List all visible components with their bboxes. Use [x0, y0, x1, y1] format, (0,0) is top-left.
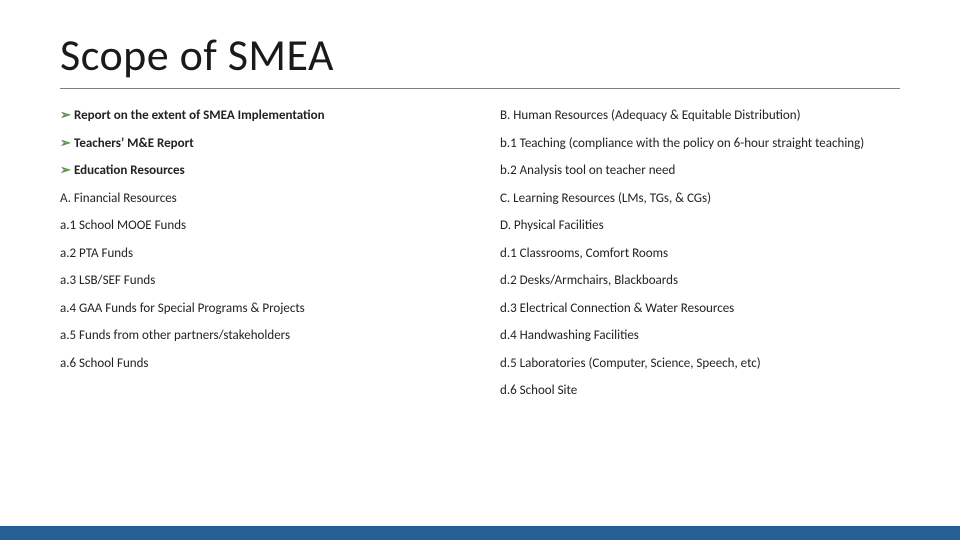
slide-title: Scope of SMEA [60, 28, 900, 82]
list-item: a.3 LSB/SEF Funds [60, 272, 460, 290]
left-column: ➢ Report on the extent of SMEA Implement… [60, 107, 460, 410]
list-item: b.2 Analysis tool on teacher need [500, 162, 900, 180]
list-item: d.1 Classrooms, Comfort Rooms [500, 245, 900, 263]
list-item: d.4 Handwashing Facilities [500, 327, 900, 345]
list-item: B. Human Resources (Adequacy & Equitable… [500, 107, 900, 125]
list-item: d.2 Desks/Armchairs, Blackboards [500, 272, 900, 290]
bullet-text: Education Resources [74, 163, 185, 178]
right-column: B. Human Resources (Adequacy & Equitable… [500, 107, 900, 410]
list-item: d.5 Laboratories (Computer, Science, Spe… [500, 355, 900, 373]
list-item: C. Learning Resources (LMs, TGs, & CGs) [500, 190, 900, 208]
title-underline [60, 88, 900, 89]
list-item: a.1 School MOOE Funds [60, 217, 460, 235]
arrow-icon: ➢ [60, 135, 71, 153]
list-item: A. Financial Resources [60, 190, 460, 208]
list-item: a.4 GAA Funds for Special Programs & Pro… [60, 300, 460, 318]
bullet-item: ➢ Report on the extent of SMEA Implement… [60, 107, 460, 125]
list-item: d.3 Electrical Connection & Water Resour… [500, 300, 900, 318]
list-item: a.5 Funds from other partners/stakeholde… [60, 327, 460, 345]
arrow-icon: ➢ [60, 107, 71, 125]
slide: Scope of SMEA ➢ Report on the extent of … [0, 0, 960, 540]
bullet-text: Report on the extent of SMEA Implementat… [74, 108, 325, 123]
list-item: a.2 PTA Funds [60, 245, 460, 263]
list-item: b.1 Teaching (compliance with the policy… [500, 135, 900, 153]
arrow-icon: ➢ [60, 162, 71, 180]
list-item: a.6 School Funds [60, 355, 460, 373]
bullet-item: ➢ Education Resources [60, 162, 460, 180]
bullet-text: Teachers’ M&E Report [74, 136, 194, 151]
content-columns: ➢ Report on the extent of SMEA Implement… [60, 107, 900, 410]
list-item: d.6 School Site [500, 382, 900, 400]
bullet-item: ➢ Teachers’ M&E Report [60, 135, 460, 153]
list-item: D. Physical Facilities [500, 217, 900, 235]
bottom-accent-bar [0, 526, 960, 540]
